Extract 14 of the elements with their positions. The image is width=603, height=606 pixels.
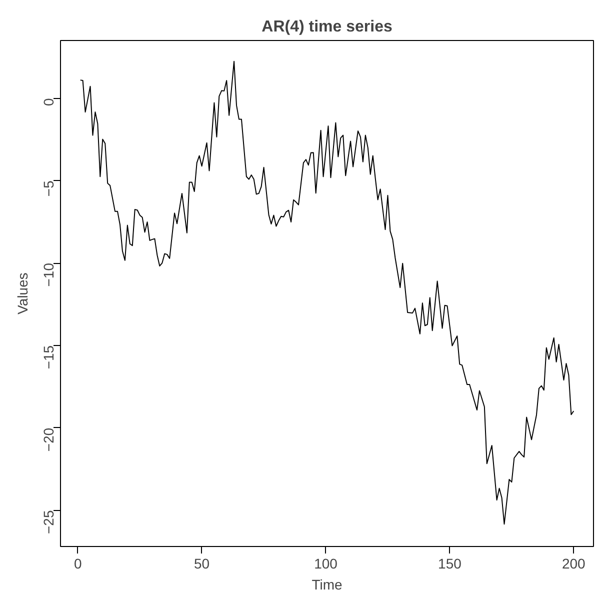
y-tick-label: −25 (40, 510, 56, 534)
x-tick-label: 150 (438, 556, 462, 572)
y-axis-title: Values (14, 272, 30, 314)
y-tick-label: −5 (40, 180, 56, 197)
x-tick-label: 100 (314, 556, 338, 572)
x-axis-title: Time (312, 576, 343, 592)
y-tick-label: 0 (40, 98, 56, 106)
y-tick-label: −20 (40, 428, 56, 452)
x-tick-label: 50 (194, 556, 210, 572)
chart-title: AR(4) time series (262, 18, 392, 36)
x-tick-label: 0 (74, 556, 82, 572)
y-tick-label: −10 (40, 262, 56, 287)
x-tick-label: 200 (562, 556, 586, 572)
y-tick-label: −15 (40, 345, 56, 370)
